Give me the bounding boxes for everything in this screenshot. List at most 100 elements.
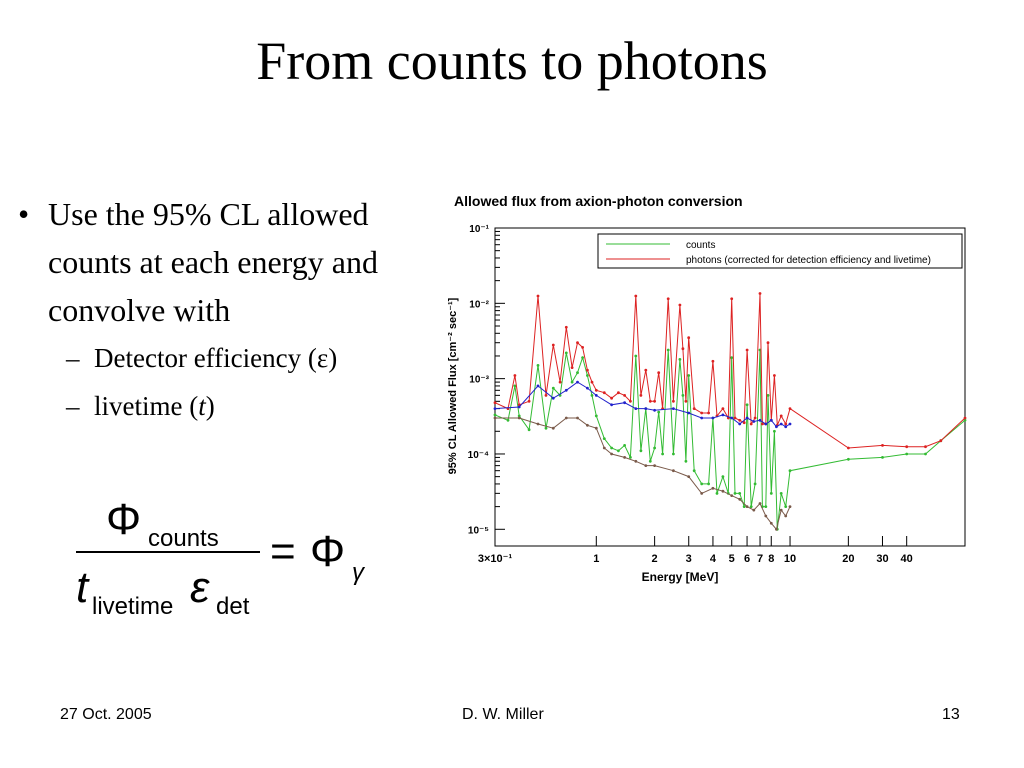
data-point	[745, 505, 749, 508]
data-point	[700, 492, 704, 495]
data-point	[623, 394, 626, 397]
data-point	[711, 486, 715, 490]
x-tick-label: 30	[876, 553, 888, 565]
data-point	[905, 445, 909, 449]
x-tick-label: 10	[784, 553, 796, 565]
data-point	[558, 380, 562, 384]
data-point	[681, 347, 685, 351]
data-point	[779, 414, 783, 418]
rhs-phi: Φ	[310, 527, 345, 576]
legend: counts photons (corrected for detection …	[597, 233, 963, 269]
data-point	[564, 325, 568, 329]
y-tick-label: 10⁻⁵	[468, 525, 489, 536]
data-point	[766, 341, 770, 345]
y-tick-label: 10⁻³	[469, 375, 489, 386]
data-point	[639, 449, 643, 453]
data-point	[738, 497, 742, 501]
data-point	[692, 407, 696, 410]
data-point	[715, 492, 719, 495]
data-point	[629, 456, 632, 459]
data-point	[784, 425, 788, 429]
data-point	[586, 368, 589, 372]
data-point	[653, 408, 656, 412]
data-point	[536, 294, 540, 298]
legend-box	[597, 233, 963, 269]
data-point	[634, 407, 638, 410]
denominator-t-subscript: livetime	[92, 593, 173, 620]
data-point	[644, 407, 648, 410]
data-point	[769, 418, 773, 422]
data-point	[847, 457, 850, 461]
data-point	[629, 399, 632, 403]
data-point	[721, 407, 725, 410]
data-point	[564, 351, 568, 355]
data-point	[758, 292, 762, 295]
x-tick-label: 4	[710, 553, 717, 565]
data-point	[769, 492, 773, 495]
data-point	[581, 356, 584, 359]
data-point	[700, 482, 704, 486]
data-point	[623, 444, 626, 447]
data-point	[721, 475, 725, 478]
data-point	[634, 354, 638, 358]
data-point	[678, 358, 682, 361]
legend-label-counts: counts	[686, 240, 715, 251]
data-point	[761, 422, 764, 426]
x-tick-label: 2	[652, 553, 658, 565]
data-point	[692, 469, 696, 473]
data-point	[681, 394, 685, 397]
data-point	[773, 429, 776, 433]
footer-page-number: 13	[942, 706, 960, 723]
data-point	[684, 399, 688, 403]
data-point	[963, 418, 967, 422]
data-point	[687, 374, 691, 377]
data-point	[581, 346, 584, 349]
data-point	[610, 403, 613, 407]
data-point	[551, 343, 555, 347]
x-tick-label: 20	[842, 553, 854, 565]
data-point	[784, 422, 788, 426]
y-tick-label: 10⁻⁴	[468, 450, 489, 461]
x-tick-label: 5	[729, 553, 735, 565]
data-point	[711, 416, 715, 420]
data-point	[733, 492, 737, 495]
data-point	[623, 401, 626, 405]
data-point	[730, 356, 734, 359]
numerator-phi: Φ	[106, 495, 141, 544]
data-point	[745, 348, 749, 352]
data-point	[779, 492, 783, 495]
data-point	[517, 405, 521, 409]
data-point	[775, 425, 778, 429]
data-point	[707, 411, 710, 415]
data-point	[779, 422, 783, 426]
footer-author: D. W. Miller	[462, 706, 544, 723]
data-point	[576, 416, 579, 420]
data-point	[672, 452, 675, 456]
y-axis-label: 95% CL Allowed Flux [cm⁻² sec⁻¹]	[447, 297, 459, 474]
data-point	[758, 418, 762, 422]
data-point	[527, 428, 531, 432]
data-point	[881, 444, 884, 447]
data-point	[678, 303, 682, 307]
data-point	[570, 366, 574, 369]
data-point	[634, 459, 638, 463]
data-point	[758, 502, 762, 505]
data-point	[752, 508, 756, 512]
sub-bullet-suffix: )	[328, 343, 338, 373]
y-tick-label: 10⁻¹	[469, 224, 489, 235]
data-point	[644, 464, 648, 467]
sub-bullet-efficiency: – Detector efficiency (ε)	[18, 334, 418, 382]
x-tick-label: 6	[744, 553, 750, 565]
data-point	[738, 418, 742, 422]
data-point	[586, 374, 589, 377]
data-point	[493, 401, 497, 405]
data-point	[672, 399, 675, 403]
data-point	[753, 416, 757, 420]
data-point	[661, 452, 664, 456]
plot-frame	[494, 227, 966, 547]
data-point	[610, 446, 613, 450]
data-point	[623, 456, 626, 459]
data-point	[570, 380, 574, 384]
data-point	[707, 482, 710, 486]
data-point	[576, 341, 579, 345]
